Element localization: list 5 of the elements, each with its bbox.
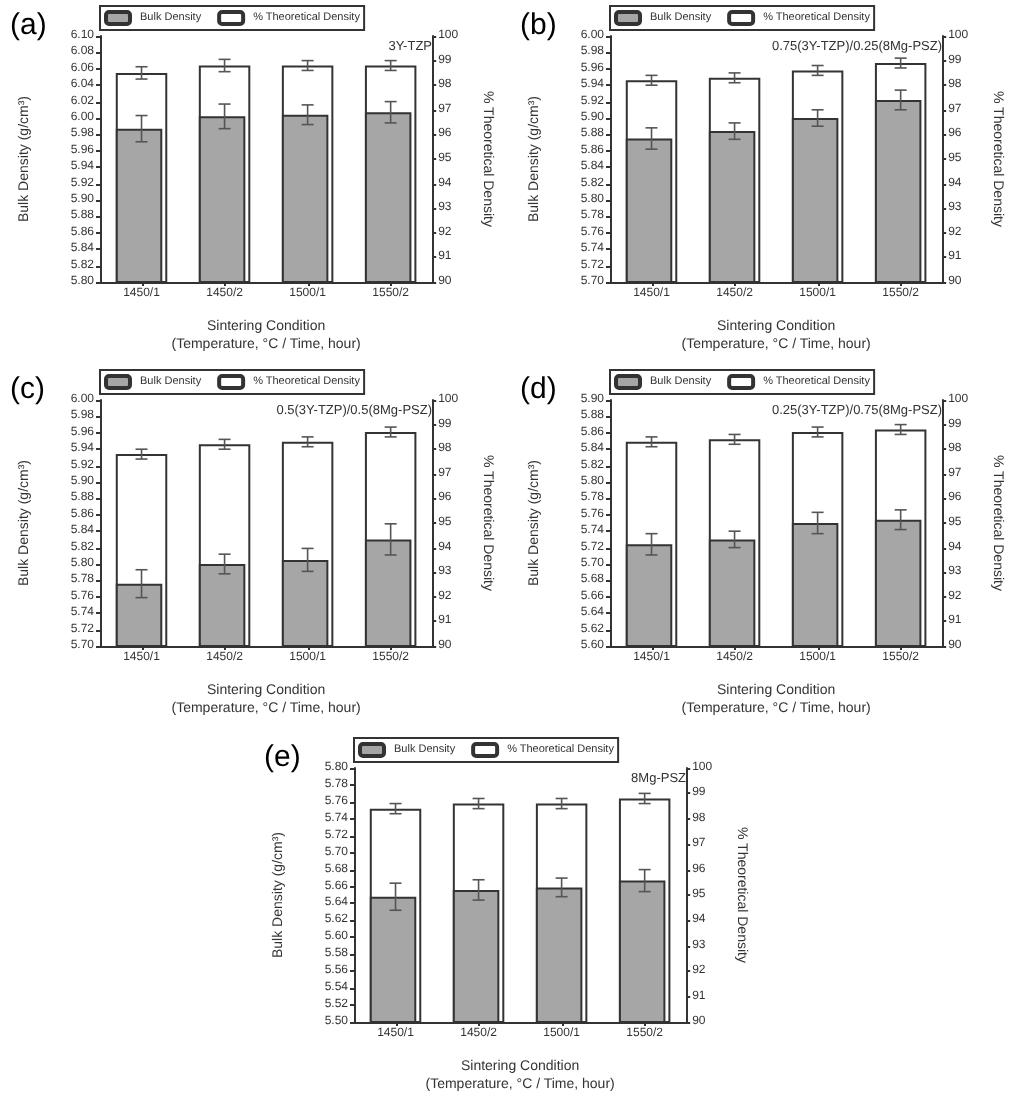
chart-title: (d): [520, 372, 557, 406]
chart-title: (b): [520, 8, 557, 42]
chart-title: (e): [264, 740, 301, 774]
chart-title: (c): [10, 372, 45, 406]
chart-title: (a): [10, 8, 47, 42]
